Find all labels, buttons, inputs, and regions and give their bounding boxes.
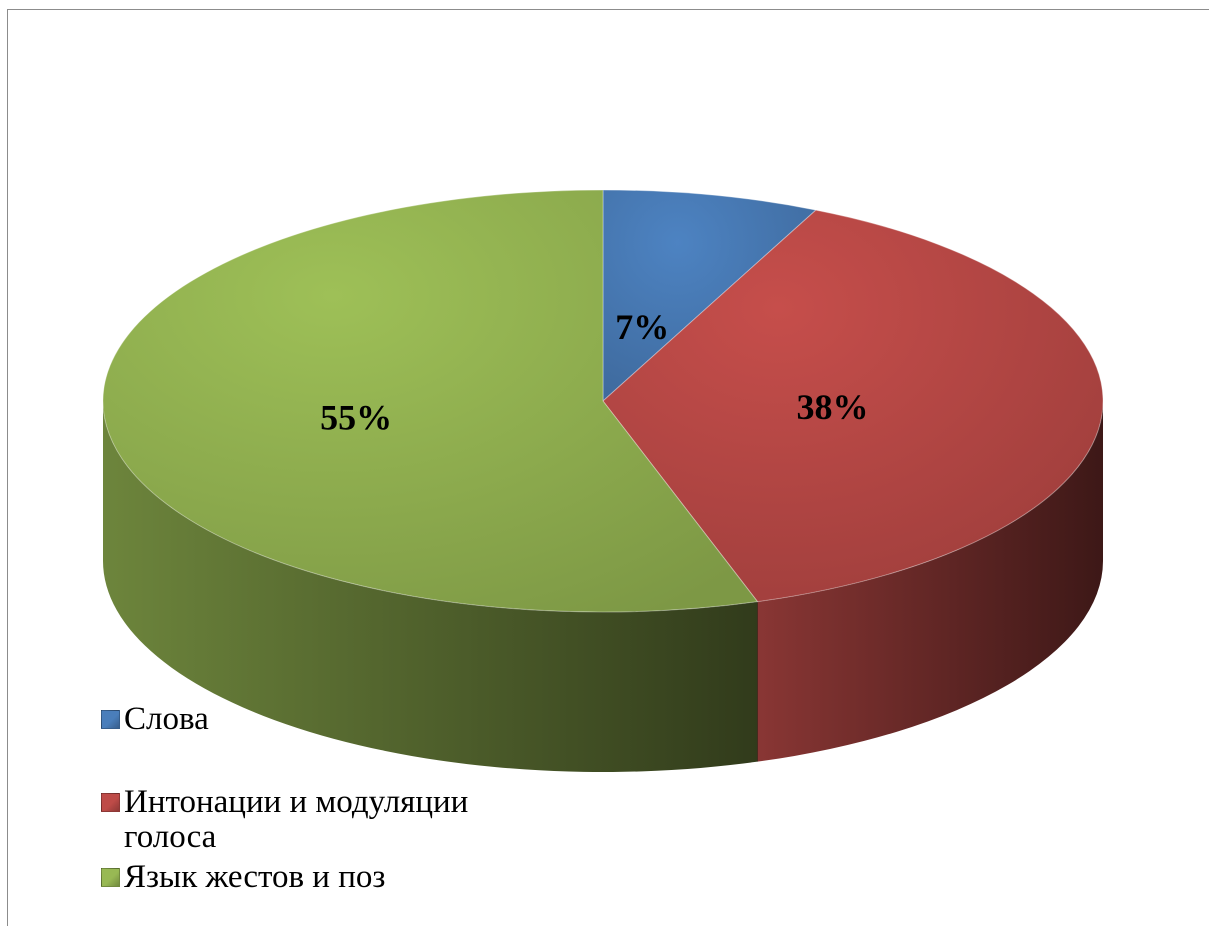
pie-data-labels: 7% 38% 55% <box>320 307 868 438</box>
legend-label-intonacii: Интонации и модуляции голоса <box>124 784 469 855</box>
pie-sides <box>103 401 1103 772</box>
pie-side-2 <box>103 401 758 772</box>
data-label-0: 7% <box>615 307 669 347</box>
legend-item-yazyk: Язык жестов и поз <box>101 860 385 895</box>
pie-side-1 <box>757 401 1103 762</box>
legend-label-slova: Слова <box>124 701 209 737</box>
data-label-1: 38% <box>797 387 869 427</box>
legend-item-intonacii: Интонации и модуляции голоса <box>101 785 554 855</box>
chart-border-left <box>7 9 8 926</box>
legend-swatch-yazyk <box>101 868 120 887</box>
legend-label-yazyk: Язык жестов и поз <box>124 859 386 895</box>
legend-swatch-intonacii <box>101 793 120 812</box>
data-label-2: 55% <box>320 398 392 438</box>
pie-slice-2 <box>102 189 759 613</box>
chart-border-top <box>7 9 1209 10</box>
pie-slice-1 <box>602 209 1104 603</box>
pie-slices <box>102 189 1104 613</box>
legend-item-slova: Слова <box>101 702 209 737</box>
legend-swatch-slova <box>101 710 120 729</box>
pie-slice-0 <box>602 189 817 403</box>
